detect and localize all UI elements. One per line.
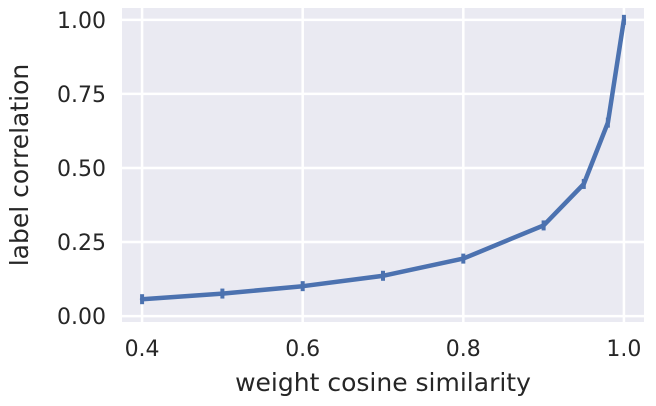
x-tick-label: 1.0 — [606, 337, 641, 362]
y-tick-labels: 0.00 0.25 0.50 0.75 1.00 — [57, 9, 106, 330]
y-tick-label: 1.00 — [57, 9, 106, 34]
plot-background — [122, 8, 644, 322]
y-tick-label: 0.75 — [57, 83, 106, 108]
grid — [122, 8, 644, 322]
x-tick-labels: 0.4 0.6 0.8 1.0 — [125, 337, 642, 362]
x-axis-label: weight cosine similarity — [235, 368, 531, 397]
x-tick-label: 0.6 — [285, 337, 320, 362]
y-tick-label: 0.00 — [57, 305, 106, 330]
y-tick-label: 0.50 — [57, 157, 106, 182]
x-tick-label: 0.8 — [446, 337, 481, 362]
x-tick-label: 0.4 — [125, 337, 160, 362]
series-layer — [139, 14, 627, 305]
y-tick-label: 0.25 — [57, 231, 106, 256]
y-axis-label: label correlation — [5, 64, 34, 267]
